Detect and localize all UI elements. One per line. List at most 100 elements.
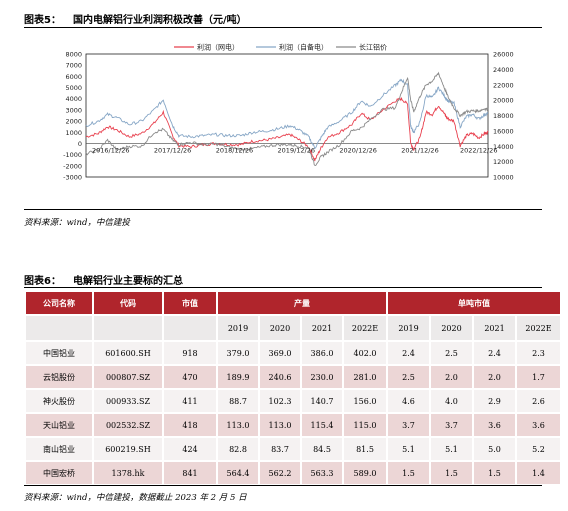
output-cell: 88.7 — [218, 390, 258, 412]
output-cell: 402.0 — [344, 342, 386, 364]
right-tick-label: 10000 — [493, 174, 514, 182]
per-ton-cell: 4.0 — [431, 390, 472, 412]
right-tick-label: 22000 — [493, 81, 514, 89]
per-ton-cell: 5.1 — [431, 438, 472, 460]
left-tick-label: -3000 — [63, 174, 82, 182]
code-cell: 002532.SZ — [94, 414, 162, 436]
left-tick-label: 3000 — [65, 106, 82, 114]
x-tick-label: 2017/12/26 — [154, 146, 191, 154]
output-cell: 369.0 — [260, 342, 300, 364]
chart-legend: 利润（网电） 利润（自备电） 长江铝价 — [174, 43, 387, 52]
per-ton-cell: 4.6 — [388, 390, 429, 412]
market-cap-cell: 470 — [164, 366, 216, 388]
right-tick-label: 26000 — [493, 51, 514, 59]
output-year: 2021 — [302, 316, 342, 340]
per-ton-cell: 2.9 — [474, 390, 515, 412]
year-header-row: 2019 2020 2021 2022E 2019 2020 2021 2022… — [26, 316, 560, 340]
left-tick-label: 6000 — [65, 73, 82, 81]
per-ton-cell: 3.7 — [431, 414, 472, 436]
per-ton-cell: 1.5 — [474, 462, 515, 484]
legend-label: 利润（自备电） — [279, 43, 328, 52]
output-cell: 102.3 — [260, 390, 300, 412]
output-cell: 140.7 — [302, 390, 342, 412]
per-ton-cell: 2.0 — [431, 366, 472, 388]
left-tick-label: 0 — [78, 140, 82, 148]
output-cell: 115.0 — [344, 414, 386, 436]
figure5-title: 图表5： 国内电解铝行业利润积极改善（元/吨） — [24, 11, 247, 26]
table-row: 天山铝业 002532.SZ 418 113.0 113.0 115.4 115.0 3.7 3… — [26, 414, 560, 436]
per-ton-cell: 3.7 — [388, 414, 429, 436]
market-cap-cell: 418 — [164, 414, 216, 436]
metrics-table: 公司名称 代码 市值 产量 单吨市值 2019 2020 2021 2022E … — [24, 290, 562, 486]
company-cell: 南山铝业 — [26, 438, 92, 460]
x-tick-label: 2020/12/26 — [339, 146, 376, 154]
year-blank-cell — [94, 316, 162, 340]
output-cell: 230.0 — [302, 366, 342, 388]
plot-frame — [85, 53, 489, 178]
output-cell: 81.5 — [344, 438, 386, 460]
output-year: 2020 — [260, 316, 300, 340]
per-ton-cell: 1.7 — [517, 366, 560, 388]
code-cell: 000807.SZ — [94, 366, 162, 388]
per-ton-cell: 2.0 — [474, 366, 515, 388]
output-cell: 564.4 — [218, 462, 258, 484]
left-tick-label: 4000 — [65, 95, 82, 103]
header-per-ton: 单吨市值 — [388, 292, 560, 314]
table-row: 云铝股份 000807.SZ 470 189.9 240.6 230.0 281.0 2.5 2… — [26, 366, 560, 388]
table-header-row: 公司名称 代码 市值 产量 单吨市值 — [26, 292, 560, 314]
x-tick-label: 2018/12/26 — [216, 146, 253, 154]
series-profit-self-line — [85, 78, 489, 150]
legend-label: 利润（网电） — [197, 43, 239, 52]
per-ton-cell: 1.5 — [431, 462, 472, 484]
per-ton-cell: 3.6 — [517, 414, 560, 436]
output-cell: 281.0 — [344, 366, 386, 388]
per-ton-year: 2019 — [388, 316, 429, 340]
output-cell: 115.4 — [302, 414, 342, 436]
per-ton-cell: 5.2 — [517, 438, 560, 460]
header-code: 代码 — [94, 292, 162, 314]
year-blank-cell — [164, 316, 216, 340]
table-row: 神火股份 000933.SZ 411 88.7 102.3 140.7 156.0 4.6 4.… — [26, 390, 560, 412]
company-cell: 天山铝业 — [26, 414, 92, 436]
figure6-top-rule — [24, 287, 542, 288]
figure6-bottom-rule — [24, 485, 542, 486]
year-blank-cell — [26, 316, 92, 340]
per-ton-year: 2020 — [431, 316, 472, 340]
per-ton-cell: 5.1 — [388, 438, 429, 460]
right-tick-label: 20000 — [493, 97, 514, 105]
output-cell: 83.7 — [260, 438, 300, 460]
company-cell: 云铝股份 — [26, 366, 92, 388]
per-ton-cell: 2.4 — [474, 342, 515, 364]
x-tick-label: 2022/12/26 — [460, 146, 497, 154]
table-row: 南山铝业 600219.SH 424 82.8 83.7 84.5 81.5 5.1 5.1 5.… — [26, 438, 560, 460]
header-output: 产量 — [218, 292, 386, 314]
per-ton-year: 2021 — [474, 316, 515, 340]
company-cell: 中国宏桥 — [26, 462, 92, 484]
figure6-source: 资料来源：wind，中信建投，数据截止 2023 年 2 月 5 日 — [24, 493, 247, 503]
figure5-title-text: 国内电解铝行业利润积极改善（元/吨） — [72, 15, 247, 26]
output-year: 2022E — [344, 316, 386, 340]
market-cap-cell: 424 — [164, 438, 216, 460]
market-cap-cell: 841 — [164, 462, 216, 484]
left-tick-label: 5000 — [65, 84, 82, 92]
series-aluminum-price-line — [85, 71, 489, 166]
legend-label: 长江铝价 — [359, 43, 387, 52]
company-cell: 中国铝业 — [26, 342, 92, 364]
output-cell: 113.0 — [260, 414, 300, 436]
per-ton-cell: 1.5 — [388, 462, 429, 484]
figure6-title-text: 电解铝行业主要标的汇总 — [72, 276, 183, 287]
output-cell: 156.0 — [344, 390, 386, 412]
right-axis-ticks: 26000 24000 22000 20000 18000 16000 14000 12000… — [493, 51, 514, 182]
header-market-cap: 市值 — [164, 292, 216, 314]
per-ton-cell: 1.4 — [517, 462, 560, 484]
left-tick-label: -1000 — [63, 151, 82, 159]
left-tick-label: -2000 — [63, 162, 82, 170]
x-tick-label: 2019/12/26 — [278, 146, 315, 154]
right-tick-label: 24000 — [493, 66, 514, 74]
left-tick-label: 8000 — [65, 51, 82, 59]
per-ton-cell: 2.5 — [388, 366, 429, 388]
series-profit-grid-line — [85, 97, 489, 162]
left-tick-label: 1000 — [65, 129, 82, 137]
per-ton-cell: 2.6 — [517, 390, 560, 412]
market-cap-cell: 411 — [164, 390, 216, 412]
